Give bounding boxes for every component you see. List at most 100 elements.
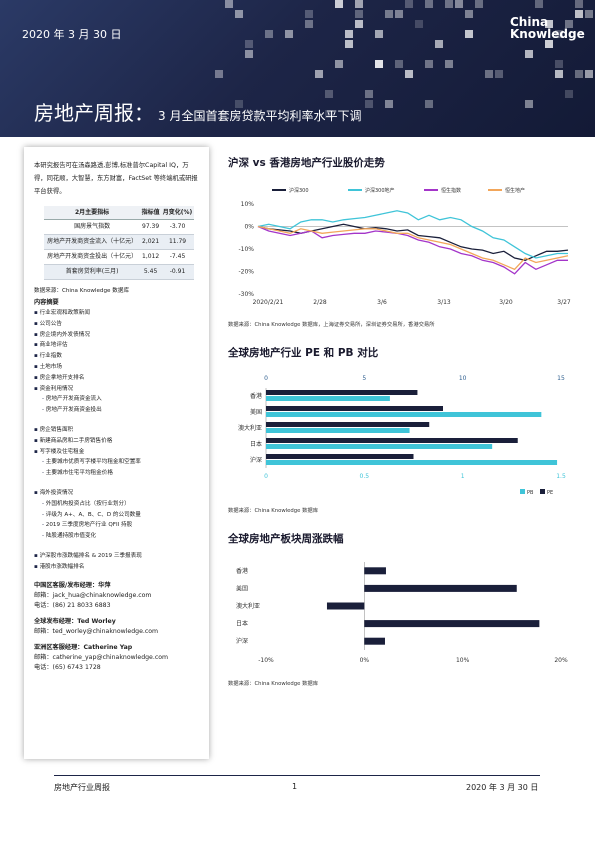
section-title-pe-pb: 全球房地产行业 PE 和 PB 对比 <box>228 347 379 359</box>
contact-title: 全球发布经理：Ted Worley <box>34 617 116 625</box>
toc-item: 评级为 A+、A、B、C、D 的公司数量 <box>34 510 199 521</box>
report-title: 房地产周报： 3 月全国首套房贷款平均利率水平下调 <box>34 97 361 126</box>
category-label: 香港 <box>250 392 262 400</box>
x-tick-label-top: 10 <box>459 375 467 382</box>
caption-weekly-change: 数据来源：China Knowledge 数据库 <box>228 681 318 687</box>
pixel-square <box>425 60 433 68</box>
pixel-square <box>305 20 313 28</box>
toc-list: 行业宏观和政策新闻公司公告房企境内外发债情况商业地评估行业指数土地市场房企拿地开… <box>34 308 199 573</box>
table-row: 首套房贷利率(三月) 5.45 -0.91 <box>44 264 194 280</box>
series-line <box>257 225 568 275</box>
y-tick-label: 10% <box>241 201 255 208</box>
bar-pe <box>266 438 518 443</box>
table-cell: -3.70 <box>161 219 194 235</box>
x-tick-label-bottom: 1 <box>461 473 465 480</box>
table-row: 国房景气指数 97.39 -3.70 <box>44 219 194 235</box>
table-cell: 5.45 <box>140 264 162 280</box>
y-tick-label: 0% <box>244 224 254 231</box>
bar-weekly-change <box>326 602 365 610</box>
bar-weekly-change <box>364 637 385 645</box>
toc-item: 2019 三季度房地产行业 QFII 持股 <box>34 520 199 531</box>
legend-label: 恒生指数 <box>441 187 461 194</box>
summary-sidebar: 本研究报告可在汤森路透,彭博,标准普尔Capital IQ，万得，同花顺，大智慧… <box>24 147 209 759</box>
pixel-square <box>495 70 503 78</box>
contact-title: 亚洲区客服经理：Catherine Yap <box>34 643 133 651</box>
x-tick-label: 3/27 <box>557 299 571 306</box>
table-cell: 国房景气指数 <box>44 219 141 235</box>
pixel-square <box>335 0 343 8</box>
bar-pb <box>266 460 558 465</box>
pixel-square <box>265 30 273 38</box>
pixel-square <box>525 100 533 108</box>
legend-label: 恒生地产 <box>505 187 525 194</box>
table-row: 房地产开发商资金流入（十亿元） 2,021 11.79 <box>44 234 194 250</box>
pixel-pattern-decoration <box>215 0 593 118</box>
section-title-price-trend: 沪深 vs 香港房地产行业股价走势 <box>228 157 385 169</box>
x-tick-label: 10% <box>456 657 470 664</box>
pixel-square <box>575 70 583 78</box>
toc-item: 行业指数 <box>34 351 199 362</box>
pixel-square <box>215 70 223 78</box>
x-tick-label: 3/20 <box>499 299 513 306</box>
x-tick-label-bottom: 0.5 <box>360 473 370 480</box>
table-cell: -0.91 <box>161 264 194 280</box>
logo-line-2: Knowledge <box>510 27 585 41</box>
report-title-main: 房地产周报： <box>34 101 154 125</box>
pixel-square <box>565 90 573 98</box>
pixel-square <box>375 30 383 38</box>
x-tick-label: 0% <box>360 657 370 664</box>
toc-item: 房企拿地开支排名 <box>34 373 199 384</box>
pixel-square <box>405 70 413 78</box>
toc-item: 主要城市住宅平均租金价格 <box>34 468 199 479</box>
toc-item: 商业地评估 <box>34 340 199 351</box>
table-header-cell: 指标值 <box>140 206 162 220</box>
category-label: 澳大利亚 <box>238 424 262 432</box>
x-tick-label: 2020/2/21 <box>253 299 284 306</box>
pixel-square <box>245 40 253 48</box>
pixel-square <box>465 10 473 18</box>
x-tick-label-bottom: 1.5 <box>556 473 566 480</box>
pixel-square <box>575 10 583 18</box>
bar-pe <box>266 390 418 395</box>
x-tick-label-top: 5 <box>362 375 366 382</box>
pixel-square <box>405 0 413 8</box>
pixel-square <box>285 30 293 38</box>
legend-label: PE <box>547 490 553 496</box>
x-tick-label: 20% <box>554 657 568 664</box>
bar-weekly-change <box>364 620 540 628</box>
line-chart-price-trend: 沪深300 沪深300地产 恒生指数 恒生地产 10% 0% -10% -20% -30%202… <box>238 187 571 306</box>
pixel-square <box>415 20 423 28</box>
header-banner: 2020 年 3 月 30 日 China Knowledge 房地产周报： 3 … <box>0 0 595 137</box>
pixel-square <box>545 20 553 28</box>
report-title-sub: 3 月全国首套房贷款平均利率水平下调 <box>158 109 362 123</box>
bar-pb <box>266 396 390 401</box>
x-tick-label: 2/28 <box>313 299 327 306</box>
pixel-square <box>345 40 353 48</box>
pixel-square <box>465 30 473 38</box>
toc-item: 沪深股市涨跌幅排名 & 2019 三季报表现 <box>34 551 199 562</box>
x-tick-label-top: 0 <box>264 375 268 382</box>
pixel-square <box>385 100 393 108</box>
page-number: 1 <box>292 782 298 791</box>
pixel-square <box>545 40 553 48</box>
series-line <box>257 225 569 271</box>
table-cell: 97.39 <box>140 219 162 235</box>
pixel-square <box>365 90 373 98</box>
x-tick-label: 3/6 <box>377 299 387 306</box>
pixel-square <box>385 10 393 18</box>
legend-label: 沪深300地产 <box>365 187 395 194</box>
pixel-square <box>395 10 403 18</box>
table-header-cell: 月变化(%) <box>161 206 194 220</box>
pixel-square <box>585 10 593 18</box>
contact-title: 中国区客服/发布经理：华萍 <box>34 581 111 589</box>
legend-swatch <box>540 489 545 494</box>
pixel-square <box>315 70 323 78</box>
table-cell: 房地产开发商资金投出（十亿元） <box>44 249 141 265</box>
bar-weekly-change <box>364 567 386 575</box>
toc-item: 行业宏观和政策新闻 <box>34 308 199 319</box>
toc-item: 房企境内外发债情况 <box>34 330 199 341</box>
toc-item: 新建商品房和二手房销售价格 <box>34 436 199 447</box>
pixel-square <box>225 0 233 8</box>
category-label: 美国 <box>236 584 248 592</box>
